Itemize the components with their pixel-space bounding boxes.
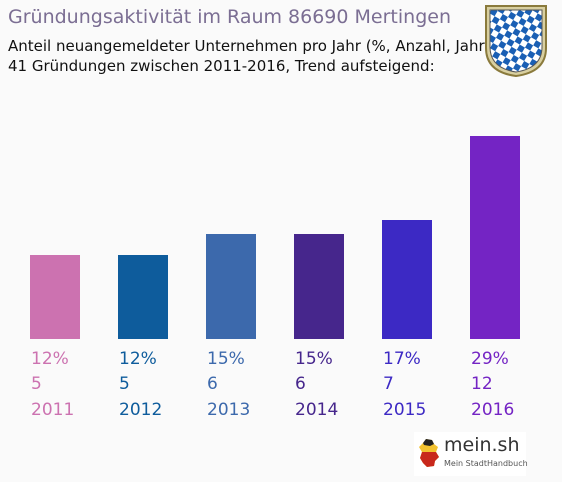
chart-subtitle-description: Anteil neuangemeldeter Unternehmen pro J… — [8, 37, 491, 55]
bar-2016 — [470, 136, 520, 339]
bavaria-crest-icon — [485, 5, 547, 78]
bar-2013 — [206, 234, 256, 339]
year-label-2014: 2014 — [295, 400, 338, 420]
percent-label-2012: 12% — [119, 349, 157, 369]
percent-label-2011: 12% — [31, 349, 69, 369]
count-label-2016: 12 — [471, 374, 493, 394]
year-label-2016: 2016 — [471, 400, 514, 420]
bar-2014 — [294, 234, 344, 339]
year-label-2013: 2013 — [207, 400, 250, 420]
percent-label-2016: 29% — [471, 349, 509, 369]
count-label-2015: 7 — [383, 374, 394, 394]
year-label-2012: 2012 — [119, 400, 162, 420]
mein-sh-logo: mein.sh Mein StadtHandbuch — [414, 432, 528, 476]
percent-label-2015: 17% — [383, 349, 421, 369]
count-label-2014: 6 — [295, 374, 306, 394]
chart-title: Gründungsaktivität im Raum 86690 Merting… — [8, 6, 451, 28]
percent-label-2014: 15% — [295, 349, 333, 369]
bar-2012 — [118, 255, 168, 339]
logo-tagline: Mein StadtHandbuch — [444, 459, 528, 468]
count-label-2011: 5 — [31, 374, 42, 394]
year-label-2015: 2015 — [383, 400, 426, 420]
count-label-2013: 6 — [207, 374, 218, 394]
year-label-2011: 2011 — [31, 400, 74, 420]
logo-brand-text: mein.sh — [444, 434, 520, 456]
percent-label-2013: 15% — [207, 349, 245, 369]
chart-subtitle-summary: 41 Gründungen zwischen 2011-2016, Trend … — [8, 57, 435, 75]
germany-map-icon — [419, 439, 439, 467]
bar-2015 — [382, 220, 432, 339]
bar-2011 — [30, 255, 80, 339]
count-label-2012: 5 — [119, 374, 130, 394]
